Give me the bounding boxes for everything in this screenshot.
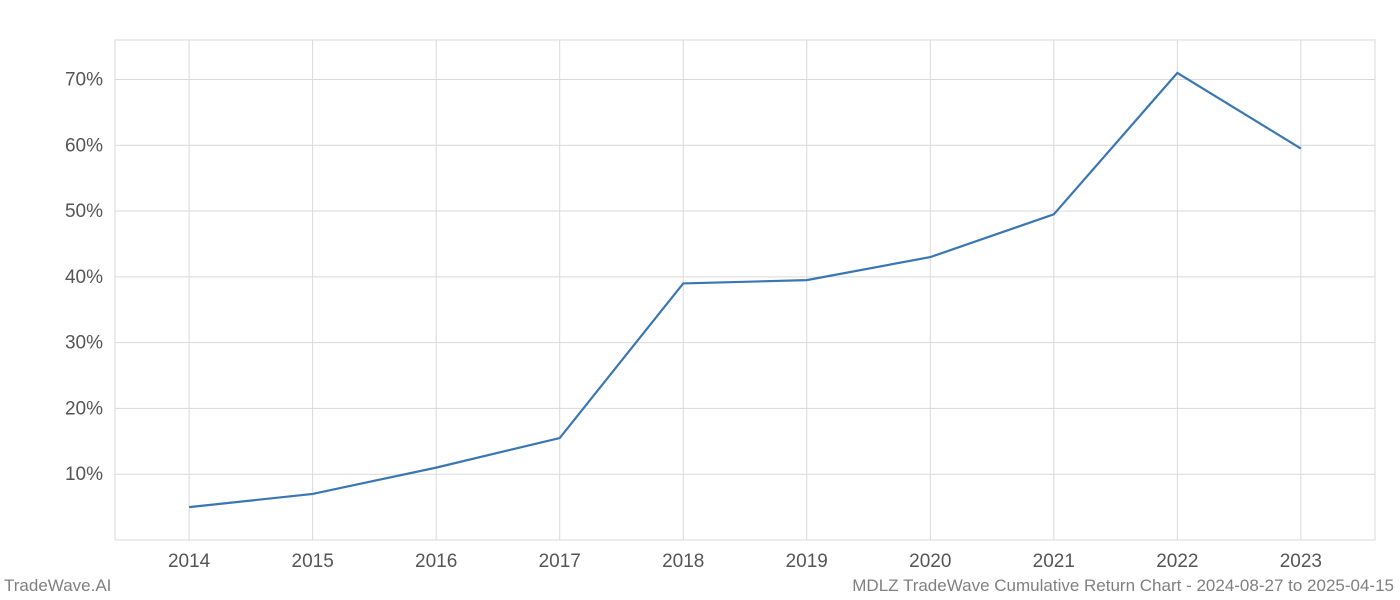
watermark-right: MDLZ TradeWave Cumulative Return Chart -… xyxy=(852,576,1394,596)
x-tick-label: 2018 xyxy=(662,551,704,572)
x-tick-label: 2016 xyxy=(415,551,457,572)
y-tick-label: 60% xyxy=(65,135,103,156)
x-tick-label: 2015 xyxy=(292,551,334,572)
x-tick-label: 2021 xyxy=(1033,551,1075,572)
y-tick-label: 70% xyxy=(65,69,103,90)
watermark-left: TradeWave.AI xyxy=(4,576,111,596)
chart-container: 2014 2015 2016 2017 2018 2019 2020 2021 2022 2023… xyxy=(0,0,1400,600)
y-tick-label: 20% xyxy=(65,398,103,419)
x-tick-label: 2023 xyxy=(1280,551,1322,572)
line-chart: 2014 2015 2016 2017 2018 2019 2020 2021 2022 2023… xyxy=(0,0,1400,600)
y-tick-label: 10% xyxy=(65,464,103,485)
y-tick-label: 50% xyxy=(65,201,103,222)
x-tick-label: 2014 xyxy=(168,551,211,572)
x-tick-label: 2019 xyxy=(786,551,828,572)
y-tick-label: 30% xyxy=(65,333,103,354)
x-tick-label: 2022 xyxy=(1156,551,1198,572)
y-tick-label: 40% xyxy=(65,267,103,288)
x-tick-label: 2017 xyxy=(539,551,581,572)
x-tick-label: 2020 xyxy=(909,551,951,572)
